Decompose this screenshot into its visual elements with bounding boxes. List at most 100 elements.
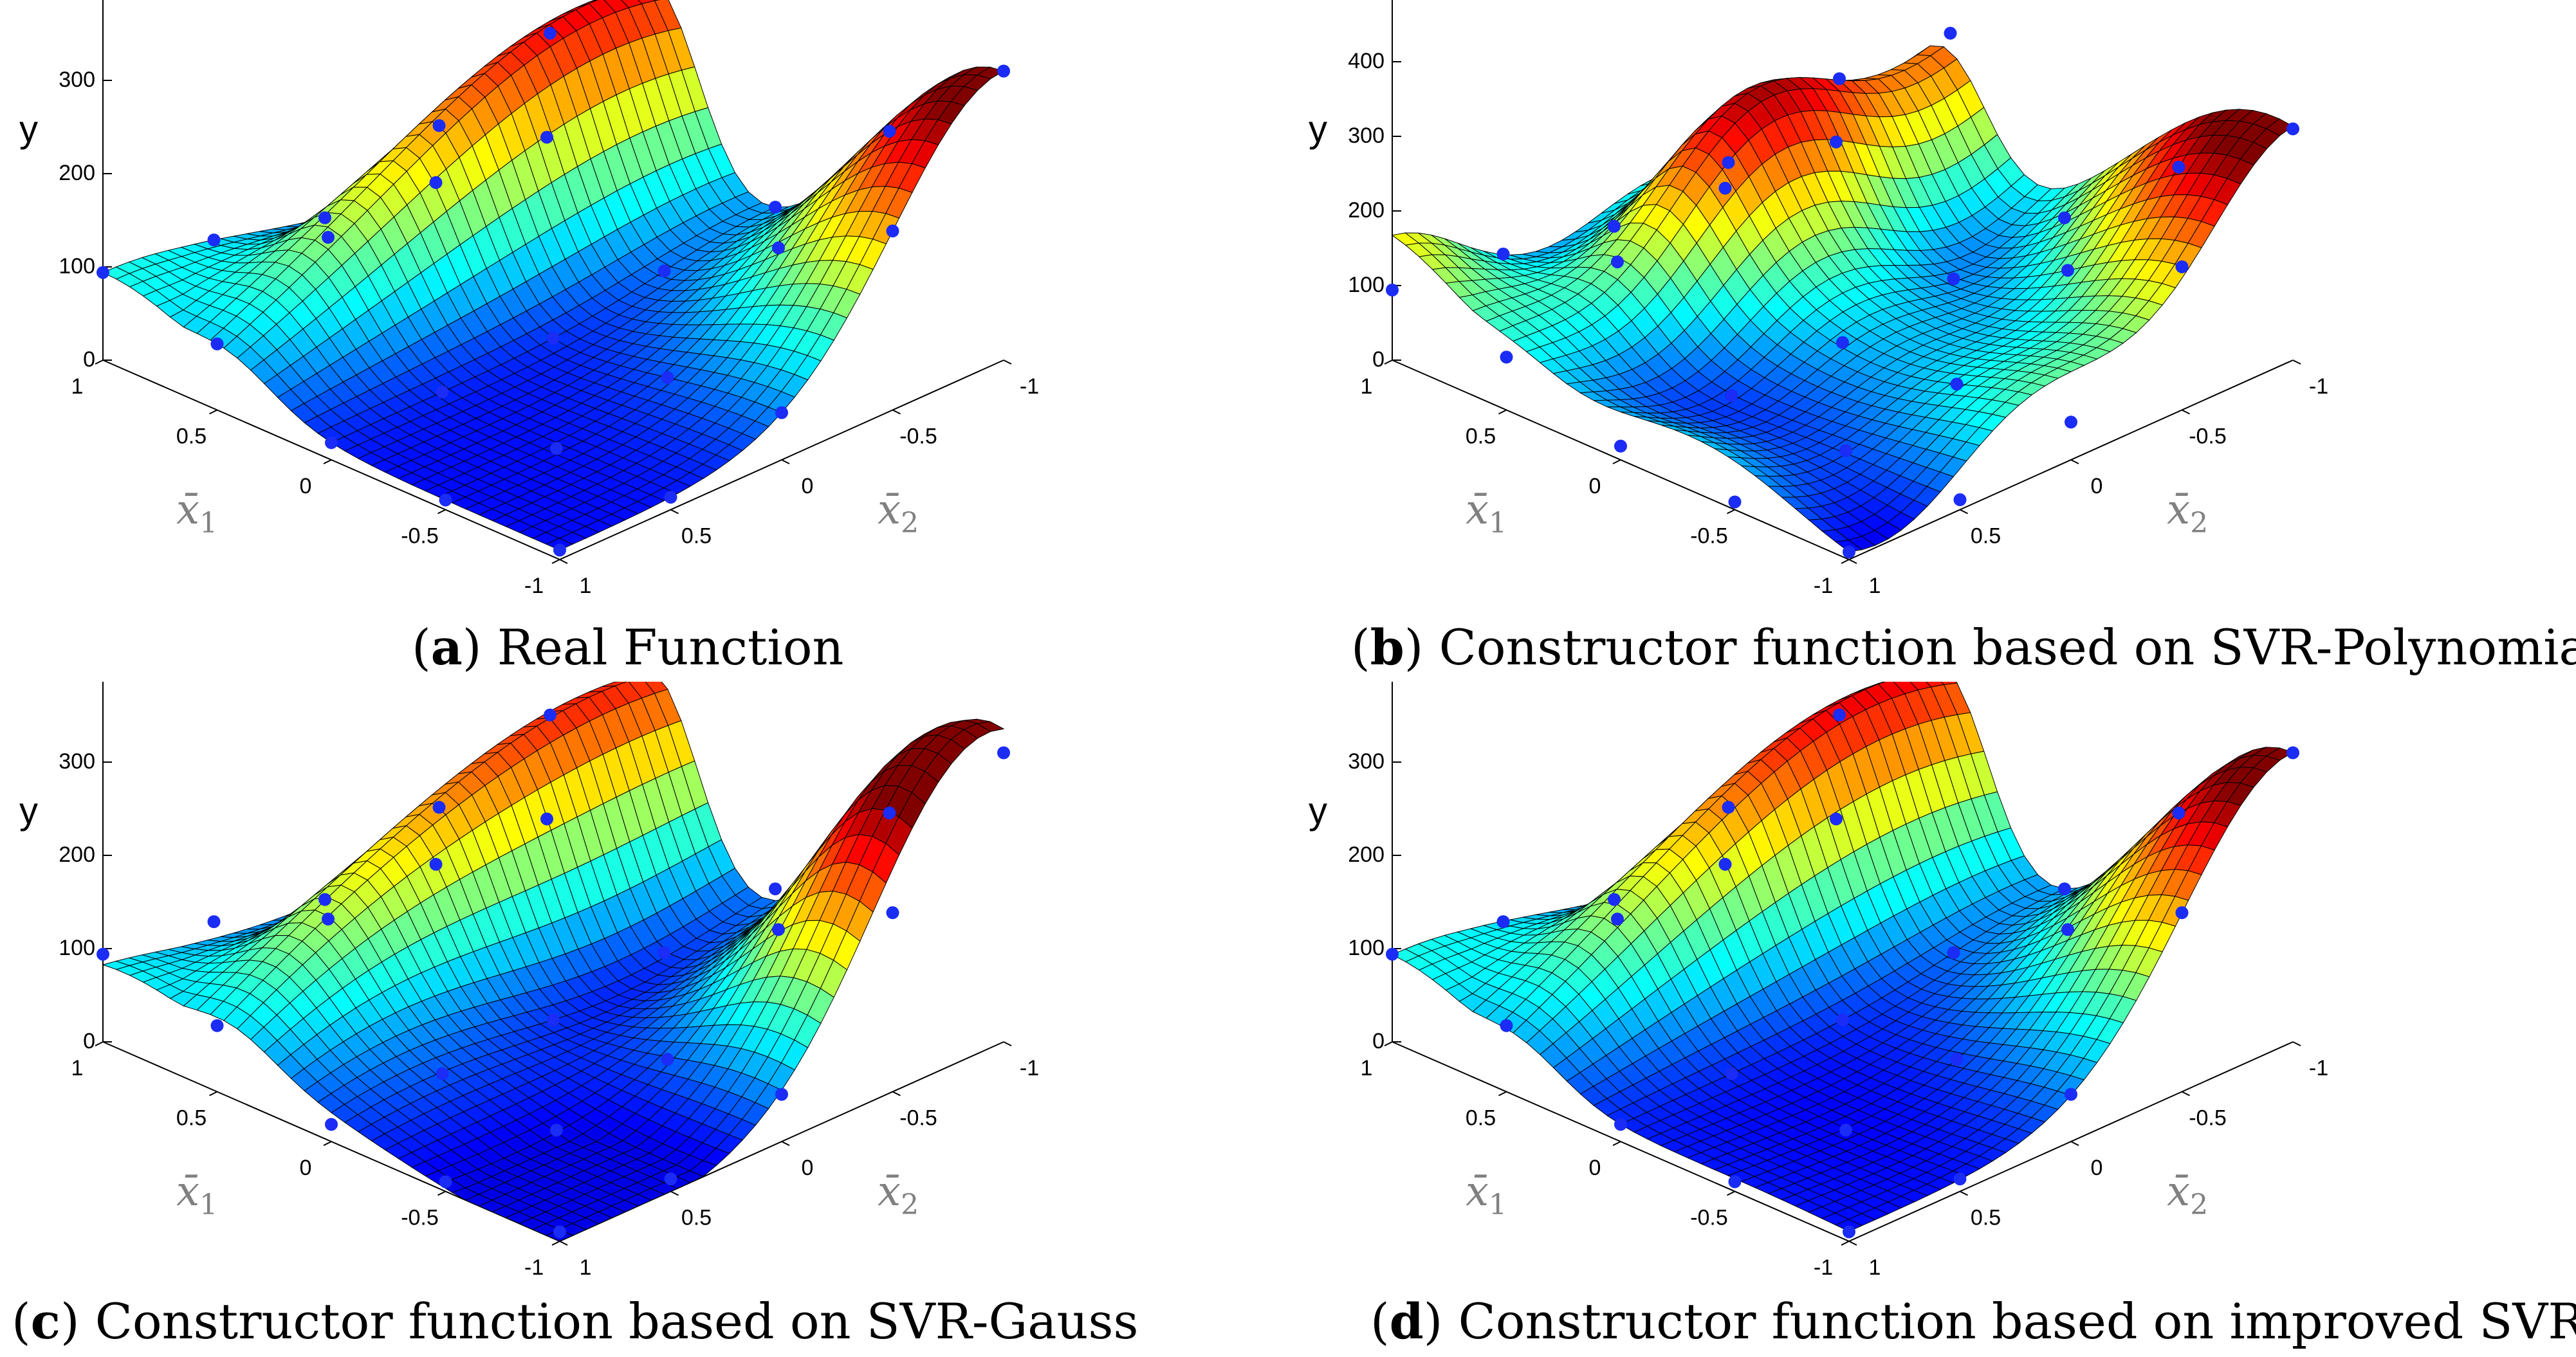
- sample-point: [1843, 1225, 1855, 1239]
- x2-tick-label: 0: [2091, 1156, 2103, 1180]
- z-tick-label: 100: [59, 936, 95, 960]
- caption-a: (a) Real Function: [412, 619, 844, 676]
- sample-point: [2065, 415, 2077, 429]
- panel-a: 0100200300400y10.50-0.5-110.50-0.5-1x̄1x…: [0, 0, 1287, 617]
- sample-point: [1947, 272, 1960, 286]
- sample-point: [886, 906, 899, 920]
- sample-point: [661, 1053, 674, 1066]
- panel-b: 0100200300400500y10.50-0.5-110.50-0.5-1x…: [1289, 0, 2576, 617]
- sample-point: [2286, 746, 2299, 760]
- surface-mesh: [1391, 45, 2294, 552]
- z-tick-label: 200: [59, 161, 95, 185]
- z-tick-label: 0: [83, 347, 95, 372]
- x1-tick-mark: [1498, 1091, 1507, 1097]
- sample-point: [207, 915, 221, 929]
- x1-tick-label: -0.5: [401, 524, 439, 549]
- x2-tick-label: 0.5: [681, 1206, 712, 1230]
- z-tick-label: 0: [1372, 1029, 1385, 1053]
- sample-point: [772, 923, 785, 936]
- x2-tick-mark: [2292, 1041, 2301, 1046]
- x2-tick-label: -0.5: [899, 424, 937, 449]
- sample-point: [1500, 1019, 1513, 1032]
- surface-mesh: [1391, 682, 2294, 1232]
- x1-tick-label: 1: [1361, 374, 1373, 399]
- z-tick-label: 300: [59, 68, 95, 92]
- sample-point: [1833, 708, 1846, 722]
- x1-tick-label: 1: [1361, 1056, 1373, 1080]
- caption-c: (c) Constructor function based on SVR-Ga…: [12, 1293, 1139, 1350]
- sample-point: [325, 436, 338, 450]
- x1-tick-label: -1: [1814, 574, 1833, 598]
- sample-point: [1722, 156, 1735, 169]
- x2-tick-label: -1: [1020, 1056, 1039, 1080]
- z-axis-label: y: [1309, 790, 1327, 832]
- x2-tick-mark: [2070, 459, 2079, 464]
- sample-point: [540, 131, 553, 144]
- sample-point: [1500, 351, 1513, 364]
- x1-tick-mark: [1841, 1241, 1850, 1246]
- x1-tick-mark: [437, 1190, 446, 1196]
- sample-point: [325, 1118, 338, 1131]
- x1-tick-label: 0: [300, 1156, 312, 1180]
- x1-tick-label: -1: [1814, 1255, 1833, 1280]
- surface-plot-b: 0100200300400500y10.50-0.5-110.50-0.5-1x…: [1309, 0, 2328, 598]
- x1-tick-label: 0: [1589, 1156, 1601, 1180]
- x1-axis-label: x̄1: [1466, 1168, 1507, 1221]
- z-axis-label: y: [1309, 108, 1327, 150]
- x2-axis-label: x̄2: [2167, 1168, 2208, 1221]
- sample-point: [775, 1088, 788, 1101]
- sample-point: [439, 493, 452, 507]
- x2-tick-label: 1: [580, 574, 592, 598]
- sample-point: [439, 1175, 452, 1189]
- sample-point: [1611, 913, 1624, 926]
- sample-point: [1725, 389, 1738, 403]
- x1-tick-label: -0.5: [1690, 524, 1728, 549]
- caption-d: (d) Constructor function based on improv…: [1370, 1293, 2576, 1350]
- sample-point: [207, 233, 221, 247]
- z-tick-label: 200: [1348, 198, 1385, 223]
- sample-point: [2175, 260, 2189, 273]
- sample-point: [1830, 135, 1843, 149]
- sample-point: [1839, 444, 1852, 457]
- x2-tick-label: 0.5: [1971, 524, 2001, 549]
- x1-tick-label: -0.5: [1690, 1206, 1728, 1230]
- sample-point: [1611, 255, 1624, 269]
- sample-point: [2286, 122, 2299, 136]
- sample-point: [553, 543, 566, 557]
- sample-point: [775, 406, 788, 419]
- x1-tick-mark: [551, 559, 560, 564]
- x2-tick-label: 1: [580, 1255, 592, 1280]
- sample-point: [883, 125, 896, 138]
- sample-point: [550, 1124, 563, 1137]
- z-tick-label: 100: [1348, 273, 1385, 297]
- sample-point: [97, 947, 109, 961]
- sample-point: [1718, 181, 1732, 195]
- x2-tick-mark: [2182, 1091, 2190, 1097]
- x1-tick-mark: [209, 1091, 217, 1097]
- x1-tick-label: 0.5: [176, 424, 207, 449]
- sample-point: [1950, 378, 1964, 391]
- sample-point: [322, 231, 335, 244]
- z-tick-label: 100: [59, 254, 95, 278]
- x2-tick-mark: [670, 1190, 679, 1196]
- x1-axis-label: x̄1: [176, 486, 217, 540]
- x1-tick-mark: [1841, 559, 1850, 564]
- x2-tick-mark: [559, 1241, 568, 1246]
- sample-point: [769, 882, 782, 896]
- surface-mesh: [102, 682, 1005, 1242]
- sample-point: [1833, 72, 1846, 86]
- sample-point: [2175, 906, 2189, 920]
- x1-tick-mark: [1727, 509, 1735, 515]
- sample-point: [540, 812, 553, 826]
- x1-tick-label: 0.5: [1466, 424, 1496, 449]
- x2-tick-label: -1: [2309, 374, 2328, 399]
- x2-tick-label: -0.5: [899, 1106, 937, 1131]
- sample-point: [550, 442, 563, 455]
- sample-point: [1496, 915, 1510, 929]
- sample-point: [664, 491, 677, 504]
- z-tick-label: 300: [59, 749, 95, 774]
- x1-tick-label: -1: [524, 1255, 544, 1280]
- surface-plot-d: 0100200300400y10.50-0.5-110.50-0.5-1x̄1x…: [1309, 682, 2328, 1280]
- surface-mesh: [102, 0, 1005, 551]
- sample-point: [544, 708, 557, 722]
